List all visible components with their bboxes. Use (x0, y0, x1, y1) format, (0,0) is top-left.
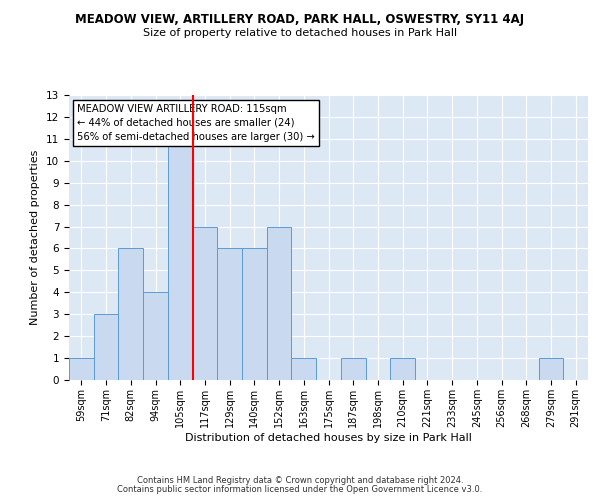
Bar (143, 292, 168, 380)
Bar (390, 358, 415, 380)
Text: Size of property relative to detached houses in Park Hall: Size of property relative to detached ho… (143, 28, 457, 38)
Bar (292, 358, 316, 380)
Bar (242, 248, 267, 380)
Bar (193, 226, 217, 380)
Text: Contains HM Land Registry data © Crown copyright and database right 2024.: Contains HM Land Registry data © Crown c… (137, 476, 463, 485)
Bar (341, 358, 365, 380)
Bar (217, 248, 242, 380)
Text: MEADOW VIEW ARTILLERY ROAD: 115sqm
← 44% of detached houses are smaller (24)
56%: MEADOW VIEW ARTILLERY ROAD: 115sqm ← 44%… (77, 104, 314, 142)
Bar (118, 248, 143, 380)
Bar (94, 314, 118, 380)
X-axis label: Distribution of detached houses by size in Park Hall: Distribution of detached houses by size … (185, 432, 472, 442)
Bar (267, 226, 292, 380)
Bar (69, 358, 94, 380)
Bar (539, 358, 563, 380)
Y-axis label: Number of detached properties: Number of detached properties (31, 150, 40, 325)
Text: MEADOW VIEW, ARTILLERY ROAD, PARK HALL, OSWESTRY, SY11 4AJ: MEADOW VIEW, ARTILLERY ROAD, PARK HALL, … (76, 12, 524, 26)
Bar (168, 139, 193, 380)
Text: Contains public sector information licensed under the Open Government Licence v3: Contains public sector information licen… (118, 485, 482, 494)
